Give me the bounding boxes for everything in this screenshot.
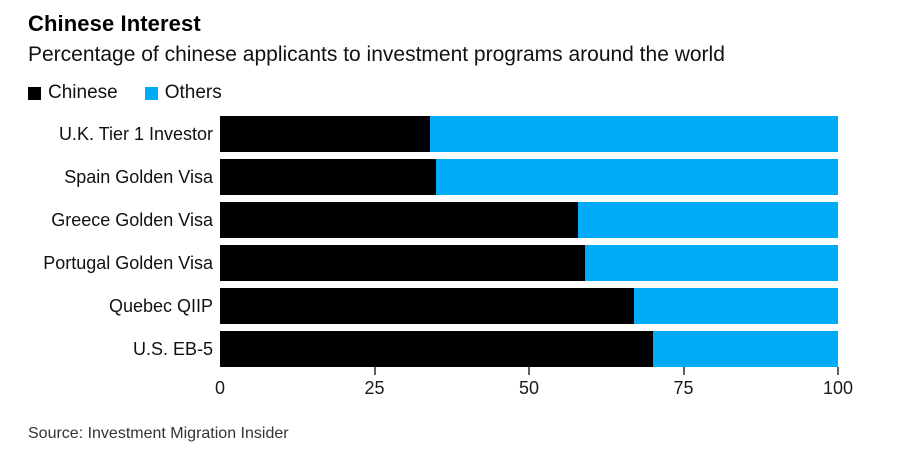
bar-segment-chinese (220, 245, 585, 281)
axis-tick-mark (373, 367, 376, 375)
axis-tick-label: 0 (214, 378, 226, 398)
legend-swatch (28, 86, 41, 100)
axis-tick-mark (682, 367, 685, 375)
source-note: Source: Investment Migration Insider (28, 425, 289, 442)
bar-segment-others (436, 159, 838, 195)
x-axis: 0 25 50 75 100 (215, 367, 853, 403)
bar-segment-chinese (220, 116, 431, 152)
bar-segment-chinese (220, 202, 579, 238)
category-label: Greece Golden Visa (51, 209, 213, 230)
bar-row: Quebec QIIP (28, 288, 838, 324)
axis-tick-label: 25 (364, 378, 385, 398)
bar-row: Spain Golden Visa (28, 159, 838, 195)
bar-track (220, 202, 838, 238)
stacked-bar-chart: U.K. Tier 1 Investor Spain Golden Visa Gre… (28, 116, 838, 367)
category-label: Spain Golden Visa (64, 166, 213, 187)
axis-tick-label: 50 (518, 378, 540, 398)
axis-tick-label: 75 (673, 378, 694, 398)
bar-segment-others (652, 331, 838, 367)
bar-track (220, 288, 838, 324)
bar-segment-chinese (220, 288, 635, 324)
chart-subtitle: Percentage of chinese applicants to inve… (28, 43, 725, 66)
bar-row: Greece Golden Visa (28, 202, 838, 238)
bar-track (220, 245, 838, 281)
bar-segment-others (634, 288, 838, 324)
bar-segment-others (578, 202, 838, 238)
bar-row: Portugal Golden Visa (28, 245, 838, 281)
chart-title: Chinese Interest (28, 11, 201, 36)
legend-item-chinese: Chinese (28, 82, 118, 104)
bar-segment-others (584, 245, 838, 281)
category-label: U.S. EB-5 (132, 338, 213, 359)
legend: Chinese Others (28, 82, 900, 104)
category-label: Portugal Golden Visa (43, 252, 213, 273)
legend-label: Chinese (48, 82, 118, 103)
bar-row: U.K. Tier 1 Investor (28, 116, 838, 152)
bar-segment-others (430, 116, 838, 152)
bar-track (220, 116, 838, 152)
legend-label: Others (164, 82, 222, 103)
legend-swatch (144, 86, 158, 100)
axis-tick-label: 100 (822, 378, 854, 398)
bar-track (220, 159, 838, 195)
bar-row: U.S. EB-5 (28, 331, 838, 367)
bar-segment-chinese (220, 159, 437, 195)
axis-tick-mark (837, 367, 839, 375)
legend-item-others: Others (144, 82, 222, 104)
bar-track (220, 331, 838, 367)
bar-segment-chinese (220, 331, 653, 367)
axis-tick-mark (528, 367, 530, 375)
category-label: Quebec QIIP (108, 295, 213, 316)
category-label: U.K. Tier 1 Investor (58, 123, 213, 144)
